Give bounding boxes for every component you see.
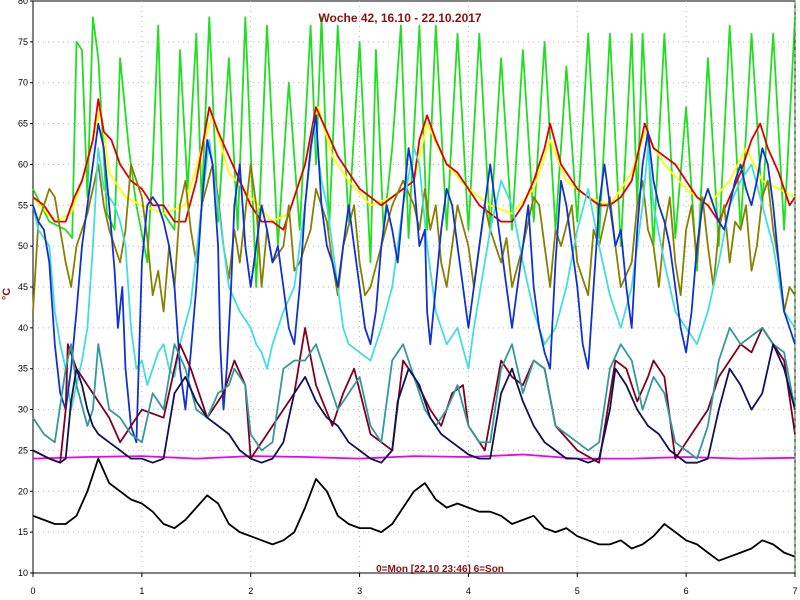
series-line-4 <box>32 163 796 313</box>
series-line-6 <box>32 114 796 444</box>
x-tick-label: 0 <box>30 586 35 596</box>
x-tick-label: 2 <box>248 586 253 596</box>
y-tick-label: 15 <box>18 527 28 537</box>
x-tick-label: 4 <box>466 586 471 596</box>
series-line-10 <box>32 343 796 464</box>
y-tick-label: 80 <box>18 0 28 6</box>
x-tick-label: 7 <box>792 586 797 596</box>
series-line-9 <box>32 326 796 460</box>
x-tick-label: 6 <box>684 586 689 596</box>
bottom-label: 0=Mon [22.10 23:46] 6=Son <box>376 564 504 575</box>
y-tick-label: 70 <box>18 78 28 88</box>
y-tick-label: 55 <box>18 200 28 210</box>
y-tick-label: 65 <box>18 119 28 129</box>
x-tick-label: 5 <box>575 586 580 596</box>
series-line-11 <box>32 457 796 562</box>
y-tick-label: 20 <box>18 486 28 496</box>
y-tick-label: 35 <box>18 364 28 374</box>
y-tick-label: 75 <box>18 37 28 47</box>
y-tick-label: 40 <box>18 323 28 333</box>
y-axis-ticks: 10 15 20 25 30 35 40 45 50 55 60 65 70 75 80 <box>18 0 33 578</box>
x-axis-ticks: 0 1 2 3 4 5 6 7 <box>30 573 798 596</box>
y-tick-label: 30 <box>18 405 28 415</box>
series-group <box>32 16 796 562</box>
y-tick-label: 60 <box>18 159 28 169</box>
chart-title: Woche 42, 16.10 - 22.10.2017 <box>318 11 482 25</box>
y-tick-label: 25 <box>18 445 28 455</box>
x-tick-label: 1 <box>139 586 144 596</box>
y-tick-label: 45 <box>18 282 28 292</box>
x-tick-label: 3 <box>357 586 362 596</box>
y-axis-label: °C <box>1 288 13 300</box>
series-line-7 <box>32 453 796 460</box>
y-tick-label: 10 <box>18 568 28 578</box>
y-tick-label: 50 <box>18 241 28 251</box>
